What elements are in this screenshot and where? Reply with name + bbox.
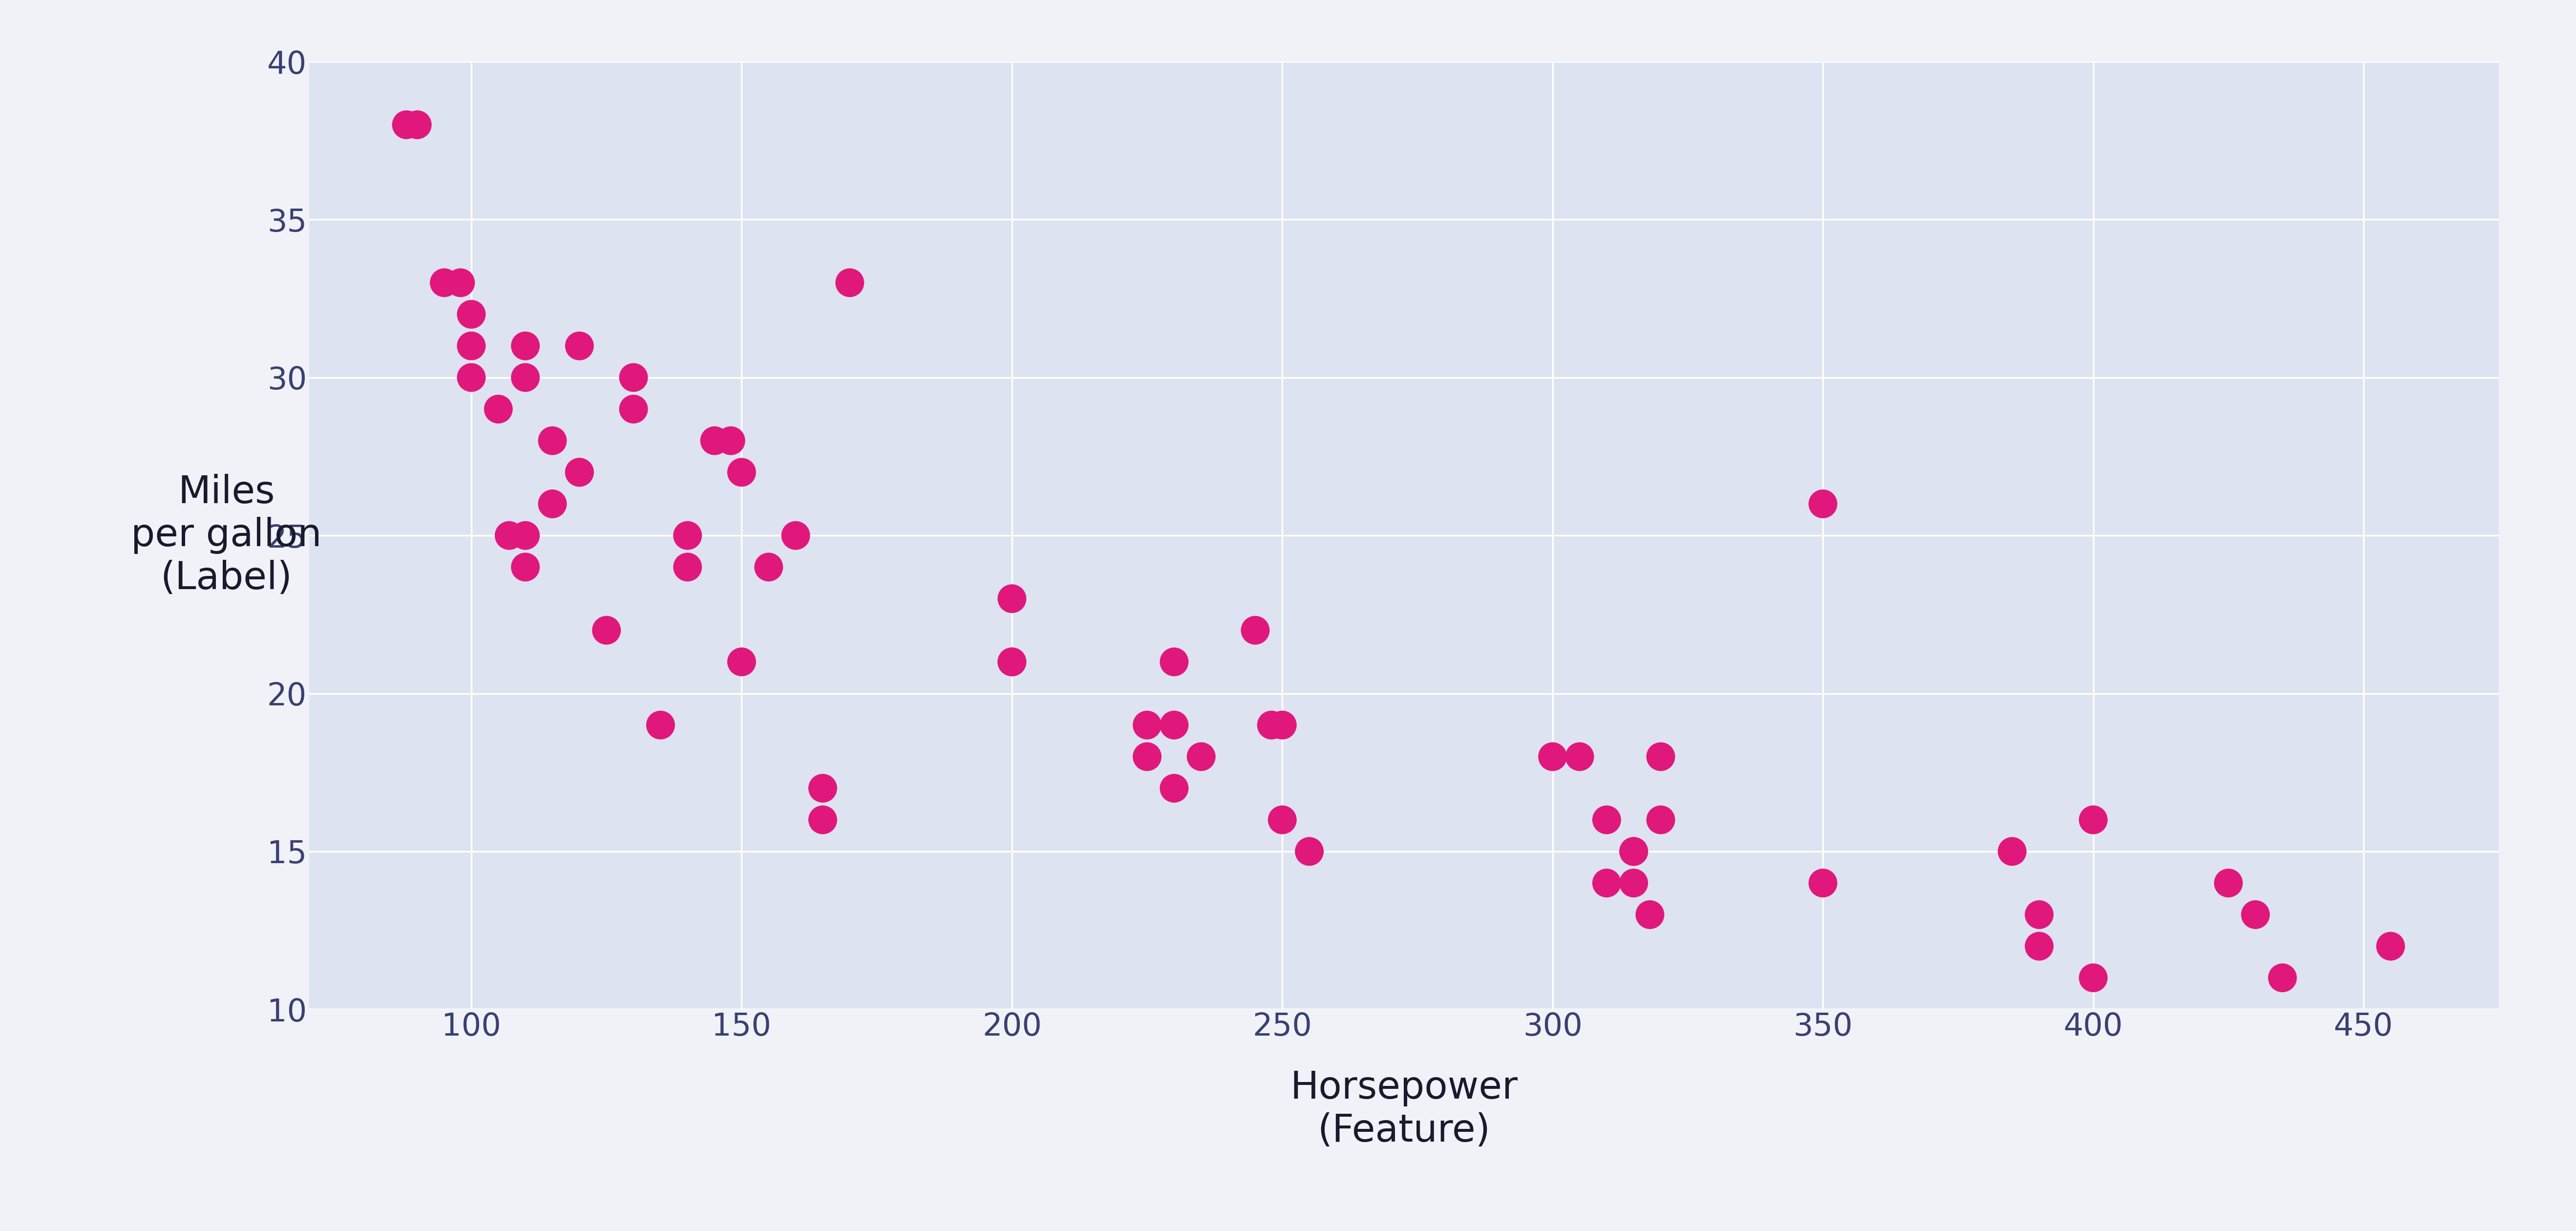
- Point: [801, 810, 842, 830]
- Point: [667, 558, 708, 577]
- Point: [505, 526, 546, 545]
- Point: [559, 336, 600, 356]
- Point: [505, 368, 546, 388]
- Point: [667, 526, 708, 545]
- Point: [1803, 873, 1844, 892]
- X-axis label: Horsepower
(Feature): Horsepower (Feature): [1291, 1070, 1517, 1150]
- Point: [451, 368, 492, 388]
- Point: [397, 114, 438, 134]
- Point: [2370, 937, 2411, 956]
- Point: [489, 526, 531, 545]
- Point: [2262, 968, 2303, 987]
- Point: [1628, 905, 1669, 924]
- Point: [992, 652, 1033, 672]
- Point: [1587, 873, 1628, 892]
- Point: [440, 273, 482, 293]
- Point: [1991, 842, 2032, 862]
- Point: [422, 273, 464, 293]
- Point: [2020, 937, 2061, 956]
- Point: [613, 368, 654, 388]
- Y-axis label: Miles
per gallon
(Label): Miles per gallon (Label): [131, 474, 322, 597]
- Point: [1154, 715, 1195, 735]
- Point: [711, 431, 752, 451]
- Point: [531, 431, 572, 451]
- Point: [1126, 747, 1167, 767]
- Point: [829, 273, 871, 293]
- Point: [505, 558, 546, 577]
- Point: [775, 526, 817, 545]
- Point: [1234, 620, 1275, 640]
- Point: [1288, 842, 1329, 862]
- Point: [1126, 715, 1167, 735]
- Point: [1587, 810, 1628, 830]
- Point: [1641, 810, 1682, 830]
- Point: [2236, 905, 2277, 924]
- Point: [801, 778, 842, 798]
- Point: [1262, 810, 1303, 830]
- Point: [1252, 715, 1293, 735]
- Point: [585, 620, 626, 640]
- Point: [1154, 778, 1195, 798]
- Point: [613, 399, 654, 419]
- Point: [693, 431, 734, 451]
- Point: [505, 336, 546, 356]
- Point: [2074, 810, 2115, 830]
- Point: [1154, 652, 1195, 672]
- Point: [639, 715, 680, 735]
- Point: [1558, 747, 1600, 767]
- Point: [2208, 873, 2249, 892]
- Point: [451, 336, 492, 356]
- Point: [477, 399, 518, 419]
- Point: [1613, 842, 1654, 862]
- Point: [721, 463, 762, 483]
- Point: [1180, 747, 1221, 767]
- Point: [1641, 747, 1682, 767]
- Point: [559, 463, 600, 483]
- Point: [531, 494, 572, 513]
- Point: [747, 558, 788, 577]
- Point: [386, 114, 428, 134]
- Point: [1262, 715, 1303, 735]
- Point: [559, 463, 600, 483]
- Point: [992, 588, 1033, 608]
- Point: [2074, 968, 2115, 987]
- Point: [2020, 905, 2061, 924]
- Point: [451, 304, 492, 324]
- Point: [1613, 873, 1654, 892]
- Point: [1533, 747, 1574, 767]
- Point: [992, 652, 1033, 672]
- Point: [1803, 494, 1844, 513]
- Point: [721, 652, 762, 672]
- Point: [1613, 842, 1654, 862]
